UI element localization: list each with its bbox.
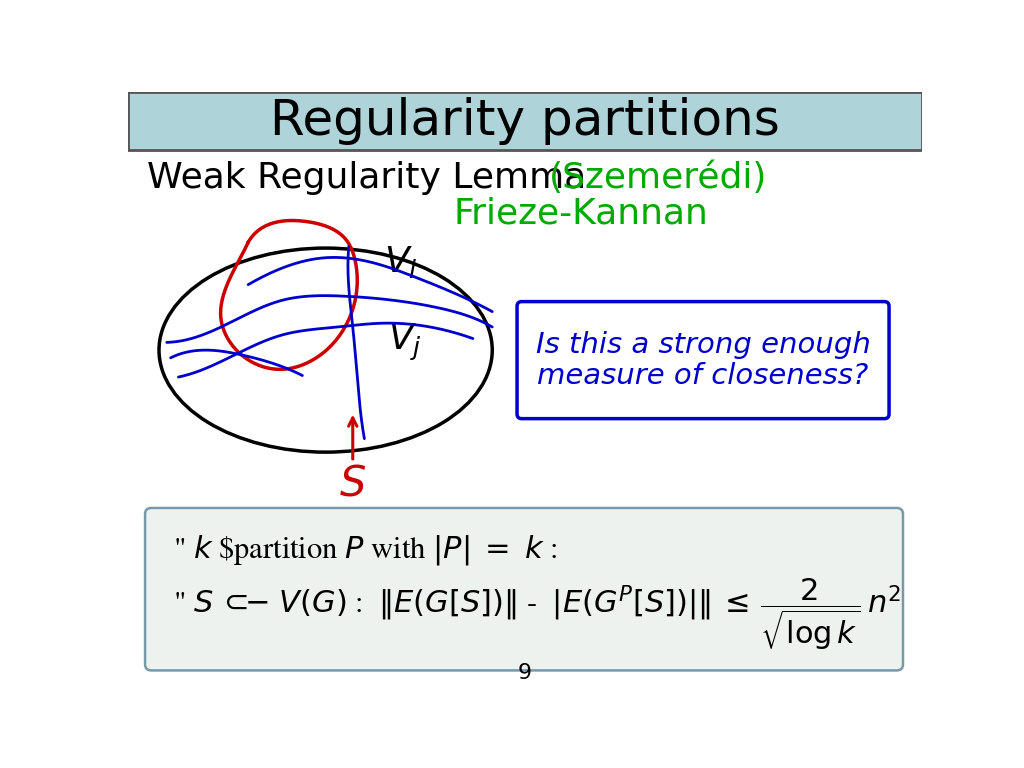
Text: " $k$ \$partition $P$ with $|P|$ $=$ $k$ :: " $k$ \$partition $P$ with $|P|$ $=$ $k$… <box>173 533 557 568</box>
Ellipse shape <box>159 248 493 452</box>
FancyBboxPatch shape <box>517 302 889 419</box>
Text: measure of closeness?: measure of closeness? <box>538 362 868 389</box>
Text: (Szemerédi): (Szemerédi) <box>549 161 767 195</box>
Text: Frieze-Kannan: Frieze-Kannan <box>454 197 709 231</box>
Text: Is this a strong enough: Is this a strong enough <box>536 331 870 359</box>
Text: $V_j$: $V_j$ <box>388 322 421 363</box>
FancyBboxPatch shape <box>128 92 922 150</box>
Text: Regularity partitions: Regularity partitions <box>270 98 779 145</box>
Text: 9: 9 <box>518 663 531 683</box>
Text: $V_i$: $V_i$ <box>384 243 418 280</box>
Text: " $S\,\mathbf{\mathit{\subset}}\!\!\mathbf{\mathit{-}}\;V(G)$ :  $\|E(G[S])\|$ -: " $S\,\mathbf{\mathit{\subset}}\!\!\math… <box>173 577 901 652</box>
Text: Weak Regularity Lemma: Weak Regularity Lemma <box>147 161 587 195</box>
Text: $S$: $S$ <box>339 465 367 505</box>
FancyBboxPatch shape <box>145 508 903 670</box>
